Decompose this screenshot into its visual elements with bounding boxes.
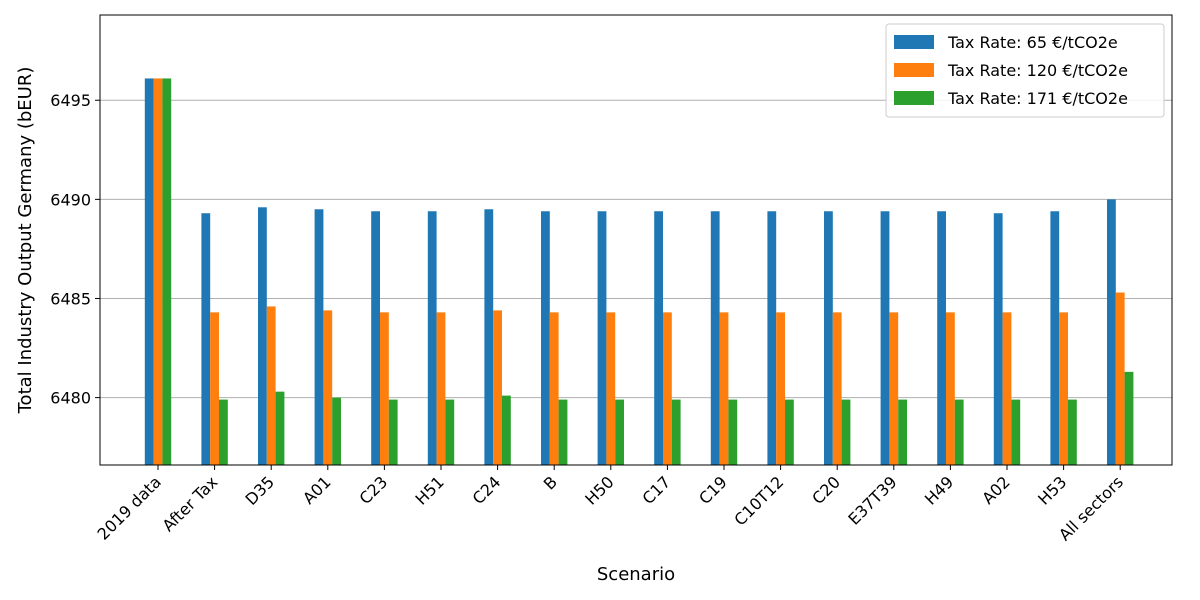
bar bbox=[832, 312, 842, 465]
bar bbox=[380, 312, 389, 465]
bar bbox=[219, 399, 228, 465]
x-axis-label: Scenario bbox=[597, 564, 675, 585]
bar bbox=[484, 209, 494, 465]
bar bbox=[266, 306, 276, 465]
x-tick-label: C23 bbox=[355, 472, 391, 508]
bar bbox=[1059, 312, 1068, 465]
bar bbox=[323, 310, 333, 465]
legend-entry-label: Tax Rate: 120 €/tCO2e bbox=[947, 61, 1128, 80]
bar bbox=[719, 312, 729, 465]
bar bbox=[606, 312, 616, 465]
legend-swatch bbox=[894, 35, 934, 49]
legend-entry-label: Tax Rate: 171 €/tCO2e bbox=[947, 89, 1128, 108]
bar bbox=[549, 312, 559, 465]
bar bbox=[776, 312, 785, 465]
bar bbox=[728, 399, 738, 465]
bar bbox=[445, 399, 455, 465]
bar bbox=[1011, 399, 1021, 465]
bar bbox=[671, 399, 681, 465]
y-axis-label: Total Industry Output Germany (bEUR) bbox=[15, 67, 36, 415]
x-tick-label: A02 bbox=[978, 472, 1014, 508]
bar bbox=[493, 310, 502, 465]
bar bbox=[275, 391, 285, 465]
bar bbox=[201, 213, 211, 465]
y-tick-label: 6490 bbox=[50, 190, 91, 209]
bar bbox=[663, 312, 672, 465]
y-axis-ticks: 6480 6485 6490 6495 bbox=[50, 91, 100, 408]
x-tick-label: After Tax bbox=[159, 472, 222, 535]
x-tick-label: H53 bbox=[1034, 472, 1070, 508]
bar bbox=[993, 213, 1003, 465]
bar bbox=[1050, 211, 1060, 465]
bar bbox=[946, 312, 955, 465]
bar bbox=[388, 399, 398, 465]
bar bbox=[1115, 292, 1125, 465]
y-tick-label: 6480 bbox=[50, 389, 91, 408]
legend-swatch bbox=[894, 63, 934, 77]
legend-swatch bbox=[894, 91, 934, 105]
bar bbox=[371, 211, 380, 465]
bar bbox=[880, 211, 890, 465]
bar bbox=[889, 312, 899, 465]
y-tick-label: 6495 bbox=[50, 91, 91, 110]
bar bbox=[937, 211, 946, 465]
x-tick-label: H51 bbox=[411, 472, 447, 508]
y-tick-label: 6485 bbox=[50, 289, 91, 308]
bar bbox=[615, 399, 624, 465]
bar bbox=[654, 211, 663, 465]
legend-entry-label: Tax Rate: 65 €/tCO2e bbox=[947, 33, 1118, 52]
bar bbox=[258, 207, 267, 465]
bar bbox=[162, 78, 172, 465]
bar bbox=[954, 399, 964, 465]
legend: Tax Rate: 65 €/tCO2e Tax Rate: 120 €/tCO2… bbox=[885, 23, 1165, 118]
x-tick-label: B bbox=[540, 472, 561, 493]
bar bbox=[1124, 371, 1134, 465]
bar bbox=[710, 211, 720, 465]
bar bbox=[332, 397, 341, 465]
bars bbox=[144, 78, 1134, 465]
bar bbox=[898, 399, 907, 465]
x-tick-label: H50 bbox=[581, 472, 617, 508]
x-tick-label: A01 bbox=[299, 472, 335, 508]
bar bbox=[314, 209, 324, 465]
bar bbox=[153, 78, 163, 465]
bar bbox=[558, 399, 568, 465]
bar bbox=[597, 211, 607, 465]
bar bbox=[427, 211, 437, 465]
bar bbox=[767, 211, 777, 465]
bar bbox=[210, 312, 219, 465]
x-tick-label: C10T12 bbox=[730, 472, 787, 529]
bar bbox=[541, 211, 550, 465]
bar bbox=[436, 312, 446, 465]
bar bbox=[502, 395, 511, 465]
x-tick-label: D35 bbox=[241, 472, 278, 509]
bar bbox=[1002, 312, 1012, 465]
bar bbox=[785, 399, 794, 465]
bar bbox=[841, 399, 851, 465]
x-tick-label: E37T39 bbox=[844, 472, 900, 528]
bar bbox=[1107, 199, 1116, 465]
plot-frame bbox=[99, 14, 1173, 466]
bar bbox=[144, 78, 154, 465]
x-tick-label: C17 bbox=[638, 472, 674, 508]
x-tick-label: C20 bbox=[808, 472, 844, 508]
bar bbox=[824, 211, 833, 465]
bar bbox=[1068, 399, 1077, 465]
x-tick-label: C19 bbox=[695, 472, 731, 508]
x-tick-label: C24 bbox=[469, 472, 505, 508]
x-tick-label: 2019 data bbox=[94, 472, 165, 543]
x-tick-label: H49 bbox=[921, 472, 957, 508]
legend-box bbox=[885, 23, 1165, 118]
